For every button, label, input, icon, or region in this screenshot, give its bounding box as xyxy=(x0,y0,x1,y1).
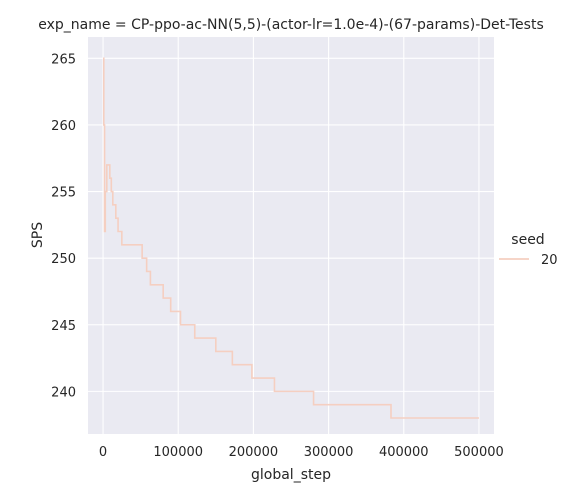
y-tick-labels: 240 245 250 255 260 265 xyxy=(51,52,76,400)
series-line-20 xyxy=(102,57,479,419)
x-tick-label: 400000 xyxy=(379,445,429,460)
y-tick-label: 250 xyxy=(51,252,76,267)
legend-label: 20 xyxy=(541,253,558,268)
plot-area xyxy=(88,37,494,434)
y-tick-label: 260 xyxy=(51,119,76,134)
y-tick-label: 240 xyxy=(51,385,76,400)
x-tick-label: 100000 xyxy=(153,445,203,460)
chart-title: exp_name = CP-ppo-ac-NN(5,5)-(actor-lr=1… xyxy=(38,17,544,33)
x-tick-labels: 0 100000 200000 300000 400000 500000 xyxy=(99,445,504,460)
y-tick-label: 255 xyxy=(51,186,76,201)
legend: seed 20 xyxy=(499,232,558,268)
grid xyxy=(88,37,494,434)
x-axis-label: global_step xyxy=(251,467,331,483)
y-tick-label: 265 xyxy=(51,52,76,67)
series-layer xyxy=(102,57,479,419)
x-tick-label: 300000 xyxy=(304,445,354,460)
legend-title: seed xyxy=(511,232,544,248)
x-tick-label: 200000 xyxy=(229,445,279,460)
x-tick-label: 500000 xyxy=(454,445,504,460)
x-tick-label: 0 xyxy=(99,445,107,460)
y-axis-label: SPS xyxy=(30,222,46,248)
y-tick-label: 245 xyxy=(51,319,76,334)
